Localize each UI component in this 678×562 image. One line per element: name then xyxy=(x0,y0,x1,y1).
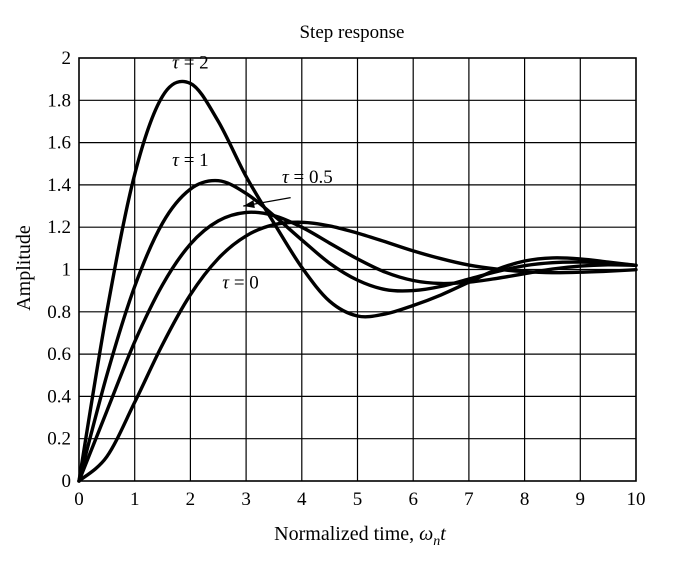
x-tick-label: 5 xyxy=(353,489,363,510)
series-line-tau-0-5 xyxy=(77,210,638,483)
curve-label: τ = 2 xyxy=(172,53,209,74)
plot-frame xyxy=(78,57,637,482)
x-tick-label: 7 xyxy=(464,489,474,510)
x-tick-label: 4 xyxy=(297,489,307,510)
series-line-tau-1 xyxy=(77,178,638,483)
y-tick-label: 1.6 xyxy=(47,133,71,154)
x-axis-label: Normalized time, ωnt xyxy=(274,523,446,549)
x-tick-label: 8 xyxy=(520,489,530,510)
x-tick-label: 10 xyxy=(627,489,646,510)
y-tick-label: 1.8 xyxy=(47,90,71,111)
y-tick-label: 0.2 xyxy=(47,429,71,450)
x-tick-label: 2 xyxy=(186,489,196,510)
y-tick-label: 1 xyxy=(62,260,72,281)
y-tick-label: 0.6 xyxy=(47,344,71,365)
chart-title: Step response xyxy=(299,22,404,43)
x-tick-label: 1 xyxy=(130,489,140,510)
annotations: τ = 2 τ = 1 τ = 0.5 τ = 0 xyxy=(172,53,333,294)
curve-label: τ = 0 xyxy=(222,273,259,294)
y-tick-label: 0.8 xyxy=(47,302,71,323)
x-tick-label: 3 xyxy=(241,489,251,510)
y-tick-label: 1.4 xyxy=(47,175,71,196)
series-line-tau-0 xyxy=(77,220,638,483)
ticks: 0 1 2 3 4 5 6 7 8 9 10 0 0.2 0.4 0.6 0.8 1 1.2 1.4 1.6 1.8 2 xyxy=(47,48,645,510)
annotation-arrowhead xyxy=(243,200,255,209)
y-axis-label: Amplitude xyxy=(13,225,35,311)
y-tick-label: 0.4 xyxy=(47,386,71,407)
curve-label: τ = 0.5 xyxy=(282,167,333,188)
x-tick-label: 9 xyxy=(576,489,586,510)
x-tick-label: 0 xyxy=(74,489,84,510)
curve-label: τ = 1 xyxy=(172,150,209,171)
x-tick-label: 6 xyxy=(408,489,418,510)
curves xyxy=(77,79,638,483)
y-tick-label: 1.2 xyxy=(47,217,71,238)
y-tick-label: 0 xyxy=(62,471,72,492)
series-line-tau-2 xyxy=(77,79,638,483)
y-tick-label: 2 xyxy=(62,48,72,69)
